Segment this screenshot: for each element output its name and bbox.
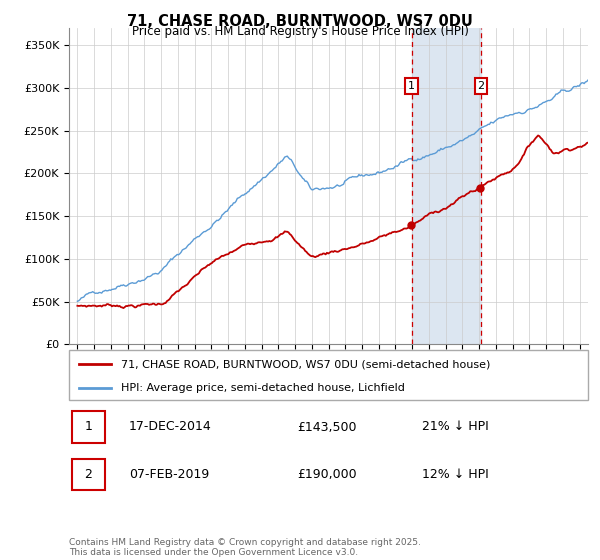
Text: Price paid vs. HM Land Registry's House Price Index (HPI): Price paid vs. HM Land Registry's House … [131, 25, 469, 38]
Text: 07-FEB-2019: 07-FEB-2019 [128, 468, 209, 481]
Text: 1: 1 [85, 421, 92, 433]
Text: 71, CHASE ROAD, BURNTWOOD, WS7 0DU: 71, CHASE ROAD, BURNTWOOD, WS7 0DU [127, 14, 473, 29]
Text: £143,500: £143,500 [298, 421, 357, 433]
Text: 2: 2 [477, 81, 484, 91]
Text: 71, CHASE ROAD, BURNTWOOD, WS7 0DU (semi-detached house): 71, CHASE ROAD, BURNTWOOD, WS7 0DU (semi… [121, 359, 490, 369]
Bar [71, 411, 106, 443]
Text: 2: 2 [85, 468, 92, 481]
Text: 17-DEC-2014: 17-DEC-2014 [128, 421, 211, 433]
Text: £190,000: £190,000 [298, 468, 357, 481]
Text: HPI: Average price, semi-detached house, Lichfield: HPI: Average price, semi-detached house,… [121, 383, 405, 393]
Bar [412, 28, 481, 344]
Bar [71, 459, 106, 491]
Text: 12% ↓ HPI: 12% ↓ HPI [422, 468, 488, 481]
Text: 1: 1 [408, 81, 415, 91]
Text: Contains HM Land Registry data © Crown copyright and database right 2025.
This d: Contains HM Land Registry data © Crown c… [69, 538, 421, 557]
Text: 21% ↓ HPI: 21% ↓ HPI [422, 421, 488, 433]
